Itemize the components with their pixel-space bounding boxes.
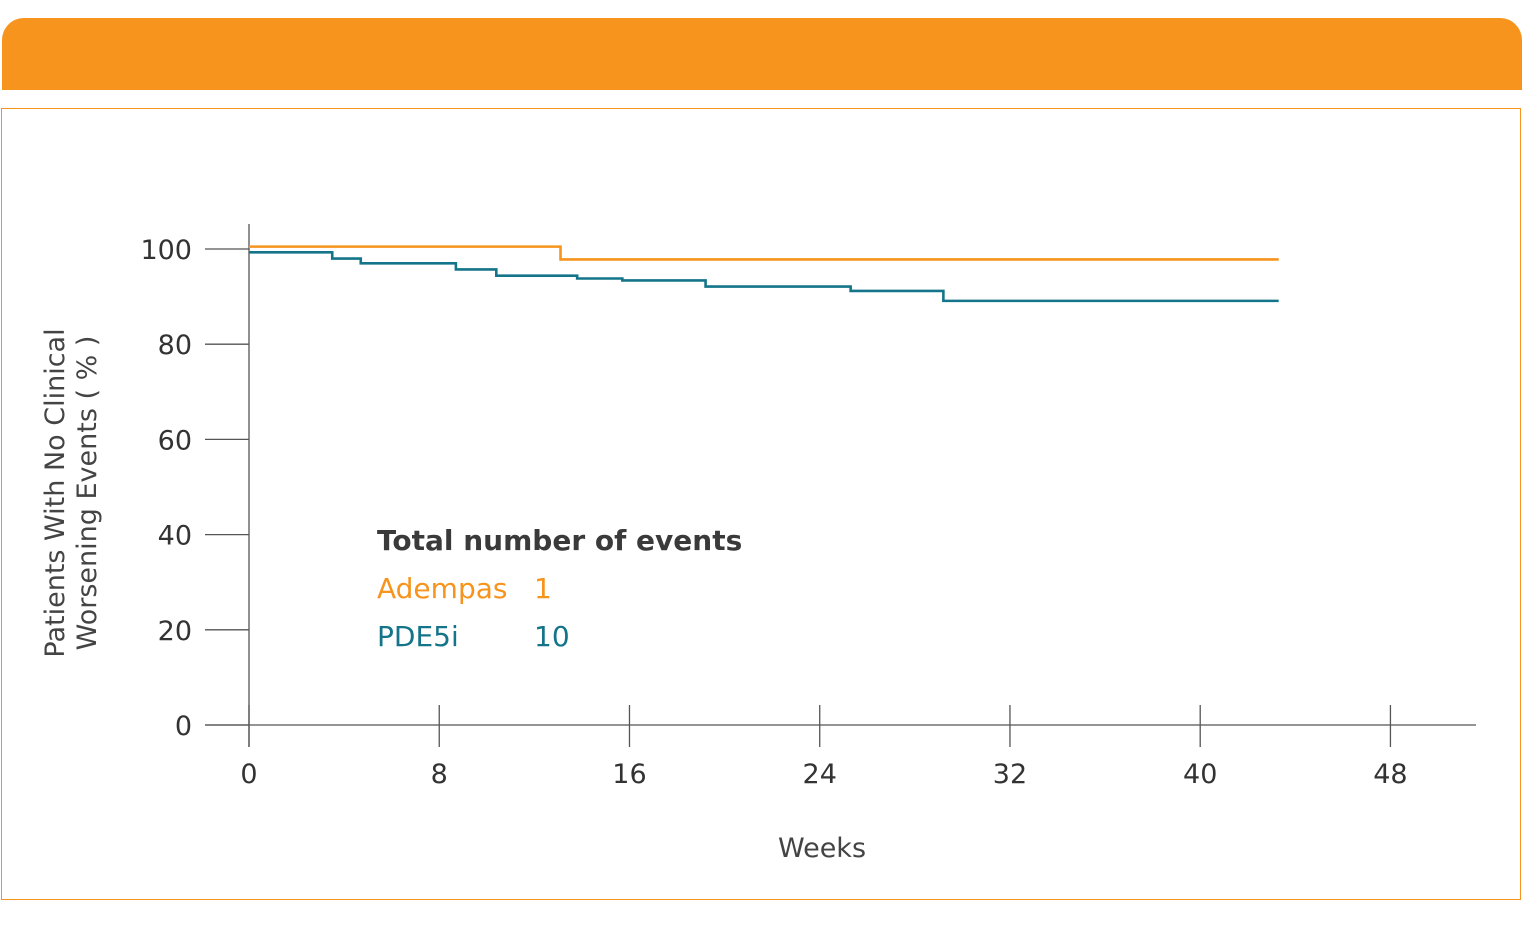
header-bar [2,18,1522,90]
chart-panel [1,108,1521,900]
y-tick-label-60: 60 [158,425,192,456]
legend-value-pde5i: 10 [534,620,570,653]
x-axis-title: Weeks [778,833,866,864]
y-tick-label-100: 100 [140,235,192,266]
x-tick-label-16: 16 [612,759,646,790]
y-axis-title-line-1: Patients With No Clinical [40,328,71,657]
y-axis-title: Patients With No ClinicalWorsening Event… [40,328,103,657]
y-tick-label-0: 0 [175,711,192,742]
y-tick-label-80: 80 [158,330,192,361]
x-tick-label-32: 32 [993,759,1027,790]
y-tick-label-20: 20 [158,616,192,647]
x-tick-label-48: 48 [1373,759,1407,790]
legend-title: Total number of events [377,524,742,557]
x-tick-label-0: 0 [240,759,257,790]
y-axis-title-line-2: Worsening Events ( % ) [72,336,103,651]
x-tick-label-40: 40 [1183,759,1217,790]
series-line-adempas [249,245,1279,261]
series-line-pde5i [249,251,1279,303]
legend-name-adempas: Adempas [377,572,507,605]
legend-value-adempas: 1 [534,572,552,605]
x-tick-label-24: 24 [803,759,837,790]
y-tick-label-40: 40 [158,521,192,552]
legend-name-pde5i: PDE5i [377,620,459,653]
x-tick-label-8: 8 [431,759,448,790]
